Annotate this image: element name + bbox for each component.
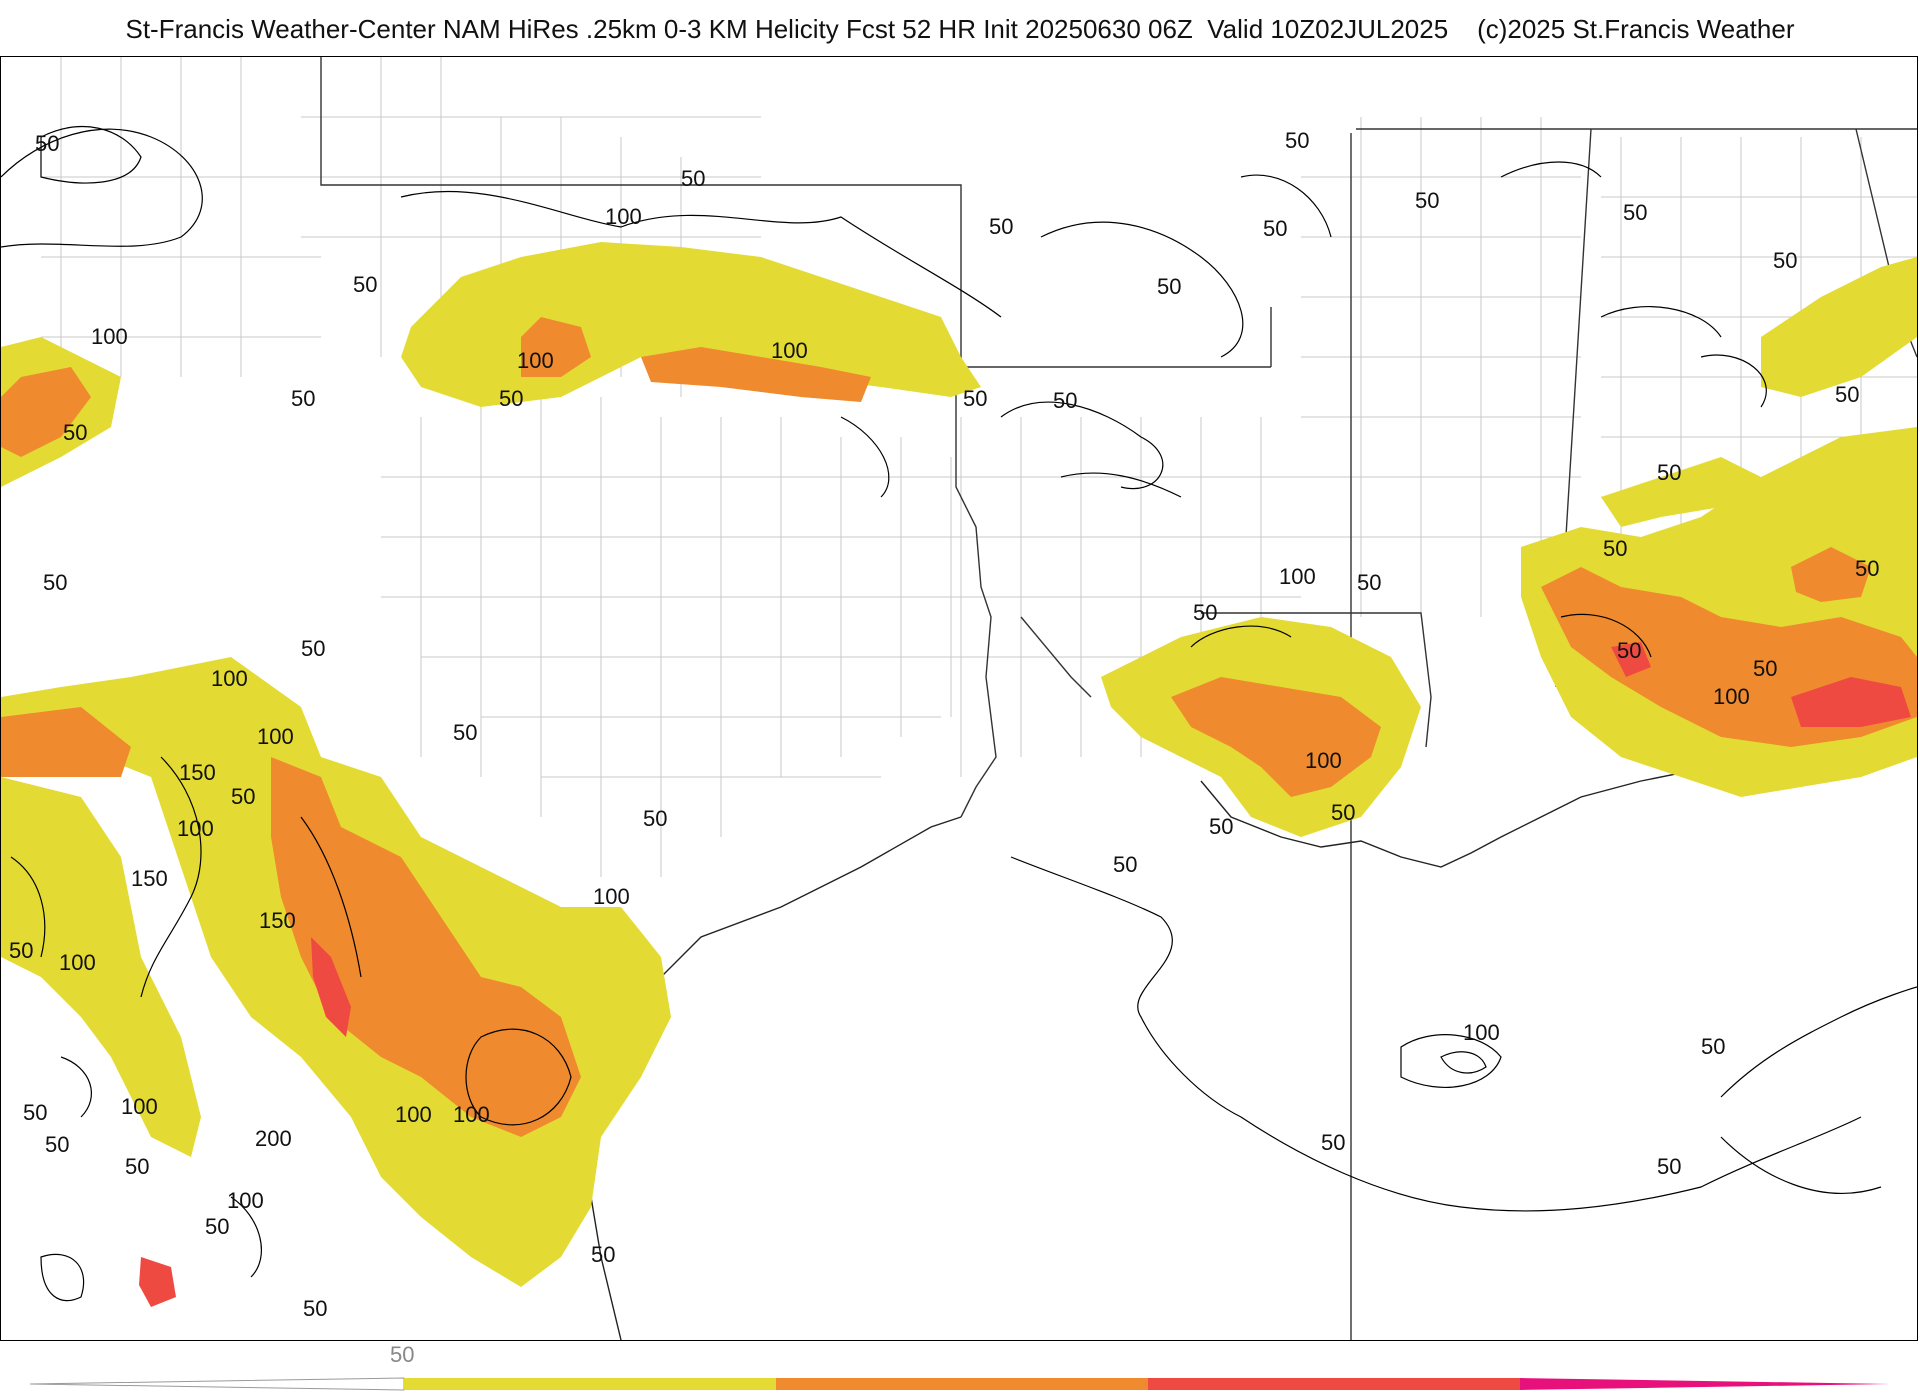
contour-label: 50 <box>1855 556 1879 581</box>
contour-label: 50 <box>1263 216 1287 241</box>
contour-label: 50 <box>1603 536 1627 561</box>
contour-label: 50 <box>43 570 67 595</box>
contour-label: 50 <box>205 1214 229 1239</box>
map-canvas: 50 50 50 50 50 50 50 50 50 50 50 50 50 5… <box>1 57 1917 1340</box>
contour-label: 100 <box>771 338 808 363</box>
contour-label: 50 <box>591 1242 615 1267</box>
helicity-map: 50 50 50 50 50 50 50 50 50 50 50 50 50 5… <box>0 56 1918 1341</box>
contour-label: 50 <box>1657 460 1681 485</box>
contour-label: 50 <box>453 720 477 745</box>
contour-label: 50 <box>63 420 87 445</box>
colorbar-band-150 <box>1148 1378 1520 1390</box>
contour-label: 50 <box>1285 128 1309 153</box>
contour-label: 100 <box>517 348 554 373</box>
contour-label: 50 <box>1053 388 1077 413</box>
contour-label: 50 <box>1415 188 1439 213</box>
contour-label: 50 <box>23 1100 47 1125</box>
contour-label: 50 <box>1157 274 1181 299</box>
map-title: St-Francis Weather-Center NAM HiRes .25k… <box>125 14 1795 44</box>
contour-label: 100 <box>121 1094 158 1119</box>
contour-label: 50 <box>499 386 523 411</box>
contour-label: 100 <box>211 666 248 691</box>
contour-label: 50 <box>45 1132 69 1157</box>
contour-label: 100 <box>91 324 128 349</box>
colorbar-band-50 <box>404 1378 776 1390</box>
contour-label: 50 <box>125 1154 149 1179</box>
contour-label: 100 <box>59 950 96 975</box>
contour-label: 50 <box>1113 852 1137 877</box>
contour-label: 50 <box>1701 1034 1725 1059</box>
contour-label: 100 <box>227 1188 264 1213</box>
contour-label: 50 <box>9 938 33 963</box>
contour-label: 150 <box>179 760 216 785</box>
contour-label: 100 <box>1305 748 1342 773</box>
contour-label: 50 <box>1357 570 1381 595</box>
contour-label: 100 <box>1279 564 1316 589</box>
contour-label: 100 <box>257 724 294 749</box>
contour-label: 50 <box>353 272 377 297</box>
contour-label: 150 <box>259 908 296 933</box>
contour-label: 50 <box>1753 656 1777 681</box>
contour-label: 50 <box>35 131 59 156</box>
contour-label: 100 <box>593 884 630 909</box>
contour-label: 50 <box>231 784 255 809</box>
helicity-contours <box>1 126 1917 1302</box>
contour-label: 50 <box>1623 200 1647 225</box>
contour-label: 50 <box>1321 1130 1345 1155</box>
contour-label: 100 <box>453 1102 490 1127</box>
colorbar-band-100 <box>776 1378 1148 1390</box>
contour-label: 50 <box>1835 382 1859 407</box>
contour-label: 50 <box>1331 800 1355 825</box>
colorbar <box>30 1377 1890 1391</box>
colorbar-band-200 <box>1520 1378 1890 1390</box>
contour-label: 50 <box>291 386 315 411</box>
contour-label: 50 <box>643 806 667 831</box>
contour-label: 50 <box>1617 638 1641 663</box>
contour-label: 50 <box>681 166 705 191</box>
contour-label: 50 <box>1773 248 1797 273</box>
colorbar-low-extension <box>30 1377 405 1391</box>
helicity-shading <box>1 242 1917 1307</box>
contour-label: 100 <box>177 816 214 841</box>
contour-label: 100 <box>1713 684 1750 709</box>
contour-label-group: 50 50 50 50 50 50 50 50 50 50 50 50 50 5… <box>9 128 1879 1321</box>
contour-label: 200 <box>255 1126 292 1151</box>
contour-label: 100 <box>395 1102 432 1127</box>
contour-label: 150 <box>131 866 168 891</box>
contour-label: 100 <box>1463 1020 1500 1045</box>
contour-label: 50 <box>303 1296 327 1321</box>
colorbar-tick-label: 50 <box>390 1342 415 1367</box>
contour-label: 50 <box>989 214 1013 239</box>
contour-label: 100 <box>605 204 642 229</box>
contour-label: 50 <box>1657 1154 1681 1179</box>
contour-label: 50 <box>1193 600 1217 625</box>
contour-label: 50 <box>1209 814 1233 839</box>
contour-label: 50 <box>963 386 987 411</box>
contour-label: 50 <box>301 636 325 661</box>
